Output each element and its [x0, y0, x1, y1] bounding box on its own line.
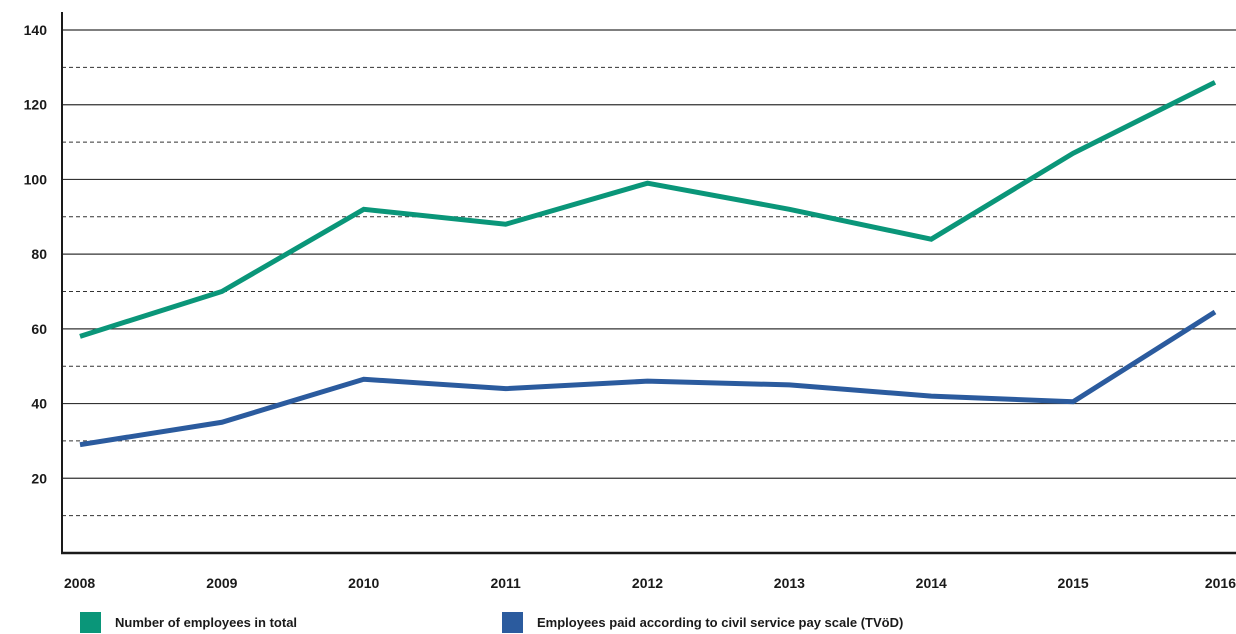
y-tick-label: 80 [31, 246, 47, 262]
grid [62, 29, 1236, 517]
x-tick-label: 2008 [64, 575, 95, 591]
series-layer [79, 80, 1217, 448]
y-tick-label: 60 [31, 321, 47, 337]
legend-swatch-total [80, 611, 101, 633]
y-tick-label: 20 [31, 470, 47, 486]
y-tick-label: 120 [24, 97, 48, 113]
legend-item-total: Number of employees in total [80, 610, 297, 634]
x-tick-label: 2011 [490, 575, 521, 591]
y-tick-label: 140 [24, 22, 48, 38]
legend-item-tvod: Employees paid according to civil servic… [502, 610, 903, 634]
x-tick-label: 2010 [348, 575, 379, 591]
x-tick-label: 2012 [632, 575, 663, 591]
series-line-2 [79, 309, 1217, 448]
x-tick-label: 2016 [1205, 575, 1236, 591]
legend-label-tvod: Employees paid according to civil servic… [537, 614, 904, 630]
x-tick-label: 2009 [206, 575, 237, 591]
x-tick-label: 2014 [916, 575, 947, 591]
x-tick-label: 2015 [1058, 575, 1089, 591]
series-line-1 [79, 80, 1217, 339]
y-tick-label: 100 [24, 171, 48, 187]
legend-swatch-tvod [502, 611, 523, 633]
y-tick-label: 40 [31, 396, 47, 412]
legend-label-total: Number of employees in total [115, 614, 298, 630]
chart-canvas: 20 40 60 80 100 120 140 2008 2009 2010 2011 2012 201… [24, 12, 1236, 591]
x-tick-label: 2013 [774, 575, 805, 591]
axes [61, 12, 1236, 555]
tick-labels: 20 40 60 80 100 120 140 2008 2009 2010 2011 2012 201… [24, 22, 1236, 591]
